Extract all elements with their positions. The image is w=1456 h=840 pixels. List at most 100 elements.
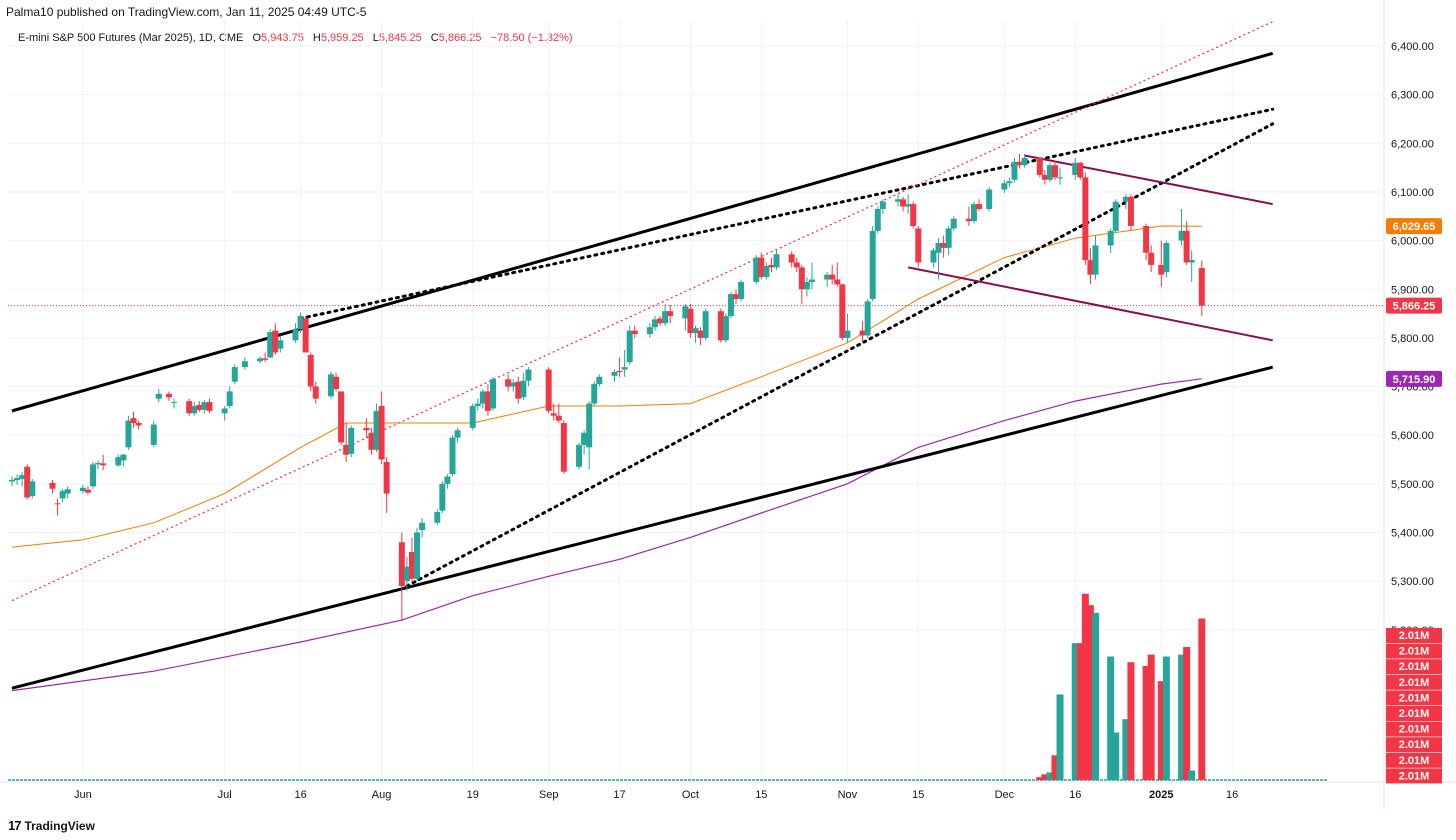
candle-body: [1087, 260, 1094, 275]
candle-body: [915, 228, 922, 263]
tradingview-brand[interactable]: 17 TradingView: [8, 818, 95, 833]
candle: [302, 316, 309, 353]
candle-body: [793, 262, 800, 268]
ma-fast-badge-bg: [1386, 218, 1442, 235]
candle: [773, 250, 780, 270]
candle: [859, 320, 866, 343]
candle-body: [95, 462, 102, 465]
candle: [469, 403, 476, 431]
candle-body: [667, 311, 674, 317]
candle-body: [115, 457, 122, 466]
candle: [879, 199, 886, 214]
candle-body: [383, 461, 390, 494]
candle: [1087, 247, 1094, 285]
candle-body: [879, 201, 886, 209]
candle-body: [100, 463, 107, 466]
candle: [419, 517, 426, 538]
grid: [0, 0, 1456, 810]
price-axis[interactable]: 6,400.00 6,300.00 6,200.00 6,100.00 6,000.00…: [1391, 41, 1434, 637]
candle: [1041, 170, 1048, 185]
candle-body: [626, 330, 633, 363]
volume-bar: [1127, 662, 1135, 780]
symbol-name[interactable]: E-mini S&P 500 Futures (Mar 2025), 1D, C…: [18, 32, 244, 44]
candle-body: [363, 427, 370, 431]
candle-body: [241, 361, 248, 368]
candle-body: [560, 423, 567, 472]
candle-body: [515, 381, 522, 399]
candle-body: [591, 384, 598, 404]
candle: [788, 251, 795, 268]
candle: [120, 453, 127, 467]
candle: [79, 484, 86, 494]
candle-body: [834, 279, 841, 285]
volume-badge: 2.01M: [1386, 659, 1442, 675]
candle-body: [125, 420, 132, 448]
candle: [383, 457, 390, 514]
candle-body: [1127, 196, 1134, 227]
candle: [155, 388, 162, 403]
candle-body: [1021, 157, 1028, 166]
candle-body: [231, 367, 238, 382]
volume-bar: [1198, 618, 1206, 780]
volume-badge: 2.01M: [1386, 674, 1442, 690]
candle-body: [277, 340, 284, 349]
candle-body: [398, 542, 405, 587]
change-value: −78.50 (−1.32%): [490, 32, 573, 44]
candle: [945, 226, 952, 256]
candle: [1072, 157, 1079, 180]
candle-body: [829, 274, 836, 280]
candle: [722, 313, 729, 343]
volume-bar: [1178, 654, 1186, 780]
publisher-header: Palma10 published on TradingView.com, Ja…: [6, 5, 367, 19]
candle: [272, 323, 279, 355]
candle: [520, 372, 527, 401]
candle: [525, 367, 532, 387]
candle: [900, 196, 907, 212]
candle-body: [905, 204, 912, 207]
volume-badge-bg: [1386, 628, 1442, 643]
y-tick-label: 6,400.00: [1391, 41, 1434, 53]
candle-body: [444, 476, 451, 484]
candle-body: [864, 301, 871, 336]
candle-body: [652, 319, 659, 328]
candle: [874, 206, 881, 234]
volume-bar: [1107, 656, 1115, 780]
candle-body: [525, 369, 532, 381]
candle: [267, 329, 274, 359]
candle: [439, 481, 446, 514]
candle: [1188, 250, 1195, 282]
volume-badge-bg: [1386, 690, 1442, 706]
candle: [965, 206, 972, 227]
candle: [449, 435, 456, 477]
candle-body: [1001, 183, 1008, 190]
volume-badge: 2.01M: [1386, 737, 1442, 753]
last-price-badge-label: 5,866.25: [1393, 301, 1436, 313]
candle: [738, 279, 745, 302]
candle: [834, 262, 841, 287]
candle: [1036, 156, 1043, 178]
candle-body: [1158, 264, 1165, 275]
candle: [489, 376, 496, 411]
candle: [940, 235, 947, 258]
candle-body: [753, 257, 760, 282]
candle: [171, 398, 178, 409]
candle-body: [576, 444, 583, 467]
candle: [95, 460, 102, 470]
candle-body: [646, 327, 653, 335]
candle: [14, 474, 21, 485]
candle: [555, 403, 562, 424]
candle-body: [333, 376, 340, 389]
volume-bar: [1051, 755, 1059, 780]
candle-body: [171, 402, 178, 404]
candle: [702, 308, 709, 341]
candle-body: [763, 265, 770, 278]
candle: [378, 391, 385, 465]
candle: [793, 257, 800, 273]
candle: [768, 257, 775, 273]
candle: [373, 403, 380, 453]
time-axis[interactable]: Jun Jul 16 Aug 19 Sep 17 Oct 15 Nov 15 Dec 16 2025 16: [74, 789, 1238, 801]
candle-body: [24, 466, 31, 498]
x-tick-label: 15: [755, 789, 767, 801]
volume-badge-label: 2.01M: [1399, 630, 1430, 642]
